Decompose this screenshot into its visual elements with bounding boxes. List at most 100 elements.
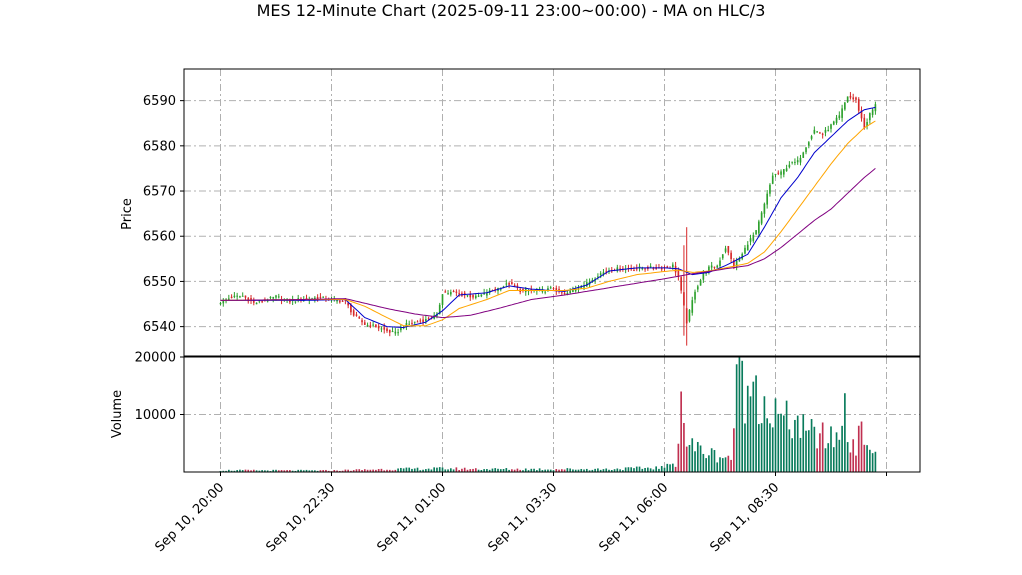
volume-bar — [222, 470, 225, 472]
volume-bar — [774, 398, 777, 472]
volume-bar — [724, 457, 727, 472]
candle-body — [691, 300, 694, 313]
candle-body — [794, 161, 796, 163]
candle-body — [383, 327, 386, 330]
candle-body — [322, 296, 325, 298]
candle-body — [463, 292, 466, 296]
volume-bar — [530, 468, 533, 472]
volume-bar — [302, 470, 305, 472]
volume-bar — [264, 470, 266, 472]
volume-bar — [782, 415, 785, 472]
candle-body — [824, 129, 827, 133]
volume-bar — [622, 470, 624, 472]
candle-body — [871, 109, 874, 116]
x-tick-label: Sep 11, 08:30 — [707, 480, 782, 555]
volume-bar — [297, 469, 300, 472]
candle-body — [319, 296, 322, 298]
candle-body — [727, 246, 730, 253]
candle-body — [688, 309, 691, 322]
volume-bar — [452, 469, 455, 472]
volume-bar — [480, 469, 483, 472]
candle-body — [444, 291, 447, 293]
x-tick-label: Sep 11, 01:00 — [374, 480, 449, 555]
candle-body — [419, 320, 422, 322]
volume-bar — [311, 470, 313, 472]
volume-bar — [752, 381, 755, 472]
volume-bar — [233, 470, 236, 472]
volume-bar — [566, 468, 569, 472]
volume-bar — [866, 445, 868, 472]
candle-body — [530, 289, 533, 291]
volume-bar — [838, 439, 841, 472]
volume-bar — [619, 469, 621, 472]
candle-body — [466, 295, 469, 297]
candle-body — [549, 287, 552, 289]
volume-bar — [455, 467, 458, 472]
candle-body — [272, 296, 275, 299]
volume-bar — [613, 469, 616, 472]
volume-bar — [841, 425, 843, 472]
volume-bar — [527, 470, 530, 472]
candle-body — [233, 295, 236, 298]
volume-bar — [749, 396, 752, 472]
volume-bar — [377, 469, 380, 472]
candle-body — [674, 265, 677, 273]
volume-bar — [436, 467, 438, 472]
volume-bar — [602, 469, 605, 472]
volume-bar — [244, 469, 247, 472]
candle-body — [758, 221, 760, 234]
candle-body — [602, 272, 605, 275]
candle-body — [505, 283, 508, 285]
volume-bar — [685, 446, 688, 472]
candle-body — [344, 299, 347, 301]
candle-body — [838, 115, 841, 119]
volume-bar — [394, 469, 397, 472]
candle-body — [452, 290, 455, 292]
volume-bar — [572, 469, 574, 472]
volume-bar — [860, 421, 863, 472]
volume-bar — [844, 393, 846, 472]
moving-averages — [220, 106, 876, 329]
candle-body — [305, 298, 308, 300]
candle-body — [386, 328, 388, 332]
volume-bar — [719, 457, 721, 472]
candle-body — [724, 248, 727, 252]
volume-bar — [383, 470, 386, 472]
price-panel-frame — [183, 68, 921, 357]
volume-bar — [247, 469, 250, 472]
candle-body — [677, 269, 680, 277]
volume-bar — [832, 447, 835, 472]
volume-bar — [413, 468, 416, 472]
volume-bar — [674, 466, 677, 472]
candle-body — [830, 124, 832, 129]
candle-body — [552, 288, 555, 290]
volume-bar — [444, 469, 447, 472]
candle-body — [638, 266, 641, 268]
candle-body — [771, 175, 774, 184]
x-tick-label: Sep 10, 20:00 — [152, 480, 227, 555]
volume-bar — [369, 469, 372, 472]
volume-bar — [552, 470, 555, 472]
candle-body — [580, 287, 583, 289]
volume-bar — [325, 469, 327, 472]
volume-bar — [408, 467, 411, 472]
volume-bar — [597, 468, 599, 472]
candle-body — [855, 97, 857, 100]
volume-bar — [433, 467, 436, 472]
volume-bar — [536, 470, 538, 472]
volume-bar — [655, 466, 658, 472]
volume-bar — [691, 438, 694, 472]
volume-bar — [666, 463, 669, 472]
candle-body — [721, 254, 724, 259]
candle-body — [258, 300, 261, 302]
volume-bar — [696, 441, 699, 472]
volume-bar — [688, 444, 691, 472]
volume-bar — [599, 469, 602, 472]
candle-body — [671, 264, 674, 268]
candle-body — [563, 293, 566, 295]
volume-bar — [533, 468, 535, 472]
volume-bar — [677, 443, 680, 472]
volume-bar — [671, 463, 674, 472]
candle-body — [816, 131, 818, 133]
